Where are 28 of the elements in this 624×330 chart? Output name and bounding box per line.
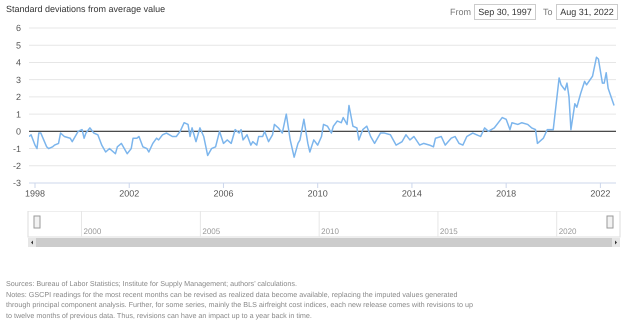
x-tick-label: 2018 [496,188,516,198]
text: From [450,7,471,17]
y-axis-title: Standard deviations from average value [6,4,166,14]
y-tick-label: 1 [16,109,21,120]
x-tick-label: 2014 [402,188,422,198]
x-tick-label: 2002 [119,188,140,198]
line-series [29,56,615,158]
y-tick-label: 6 [16,23,21,34]
text: 2020 [558,227,576,236]
text: 2005 [202,227,220,236]
y-tick-label: 0 [16,126,21,137]
x-tick-label: 1998 [24,188,46,198]
text: Sep 30, 1997 [474,4,536,20]
y-tick-label: 5 [16,40,21,50]
y-tick-label: -1 [12,144,21,154]
text: 2015 [440,227,458,236]
y-tick-label: -2 [12,160,21,171]
y-tick-label: 4 [16,58,21,68]
text: To [543,7,553,17]
text: 2010 [321,227,339,236]
y-tick-label: -3 [12,178,21,188]
x-tick-label: 2006 [213,188,234,198]
x-tick-label: 2022 [590,188,610,198]
y-tick-label: 3 [16,74,21,85]
y-tick-label: 2 [16,92,21,102]
text: 2000 [84,227,102,236]
x-tick-label: 2010 [308,188,328,198]
text: Aug 31, 2022 [556,4,618,20]
